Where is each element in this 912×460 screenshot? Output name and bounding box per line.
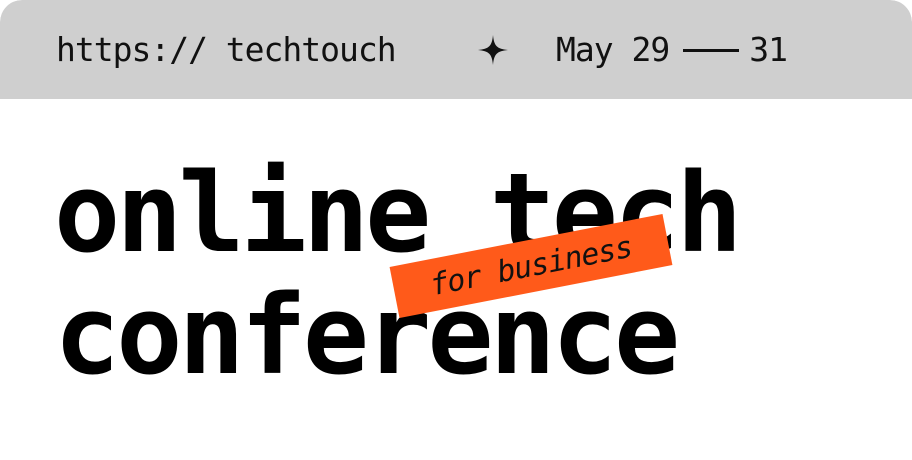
date-range-dash: [683, 48, 740, 52]
event-dates: May 29 31: [556, 28, 788, 72]
headline-line-2: conference: [54, 271, 680, 399]
date-start: May 29: [556, 30, 670, 69]
url-text: https:// techtouch: [56, 30, 397, 69]
top-bar: https:// techtouch May 29 31: [0, 0, 912, 99]
sparkle-icon: [478, 35, 508, 65]
date-end: 31: [749, 30, 788, 69]
